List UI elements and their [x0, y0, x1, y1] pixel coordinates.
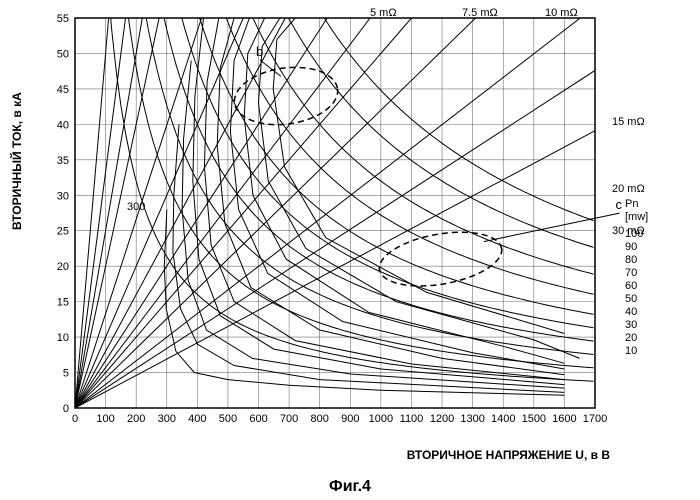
- svg-text:0: 0: [63, 403, 69, 415]
- power-legend-item: 20: [625, 332, 637, 344]
- svg-text:1600: 1600: [552, 413, 576, 425]
- svg-text:200: 200: [127, 413, 145, 425]
- x-axis-label: ВТОРИЧНОЕ НАПРЯЖЕНИЕ U, в В: [407, 448, 610, 462]
- svg-text:c: c: [616, 197, 623, 212]
- svg-text:800: 800: [311, 413, 329, 425]
- power-legend-item: 50: [625, 293, 637, 305]
- figure-caption: Фиг.4: [329, 478, 371, 496]
- power-legend-item: 80: [625, 254, 637, 266]
- svg-text:20 mΩ: 20 mΩ: [612, 183, 645, 195]
- svg-text:100: 100: [96, 413, 114, 425]
- svg-text:15: 15: [57, 297, 69, 309]
- svg-text:1500: 1500: [522, 413, 546, 425]
- svg-text:1200: 1200: [430, 413, 454, 425]
- svg-text:40: 40: [57, 119, 69, 131]
- svg-text:55: 55: [57, 13, 69, 25]
- svg-text:7.5 mΩ: 7.5 mΩ: [462, 7, 498, 19]
- power-legend-item: 60: [625, 280, 637, 292]
- svg-text:300: 300: [158, 413, 176, 425]
- svg-text:10: 10: [57, 332, 69, 344]
- svg-text:30: 30: [57, 190, 69, 202]
- svg-text:300: 300: [127, 201, 145, 213]
- power-legend-item: 90: [625, 241, 637, 253]
- svg-text:45: 45: [57, 84, 69, 96]
- svg-text:10 mΩ: 10 mΩ: [545, 7, 578, 19]
- power-legend-item: 70: [625, 267, 637, 279]
- y-axis-label: ВТОРИЧНЫЙ ТОК, в кА: [10, 92, 24, 230]
- svg-text:15 mΩ: 15 mΩ: [612, 116, 645, 128]
- svg-text:500: 500: [219, 413, 237, 425]
- power-legend-item: 10: [625, 345, 637, 357]
- svg-text:700: 700: [280, 413, 298, 425]
- svg-text:1100: 1100: [400, 413, 424, 425]
- svg-text:35: 35: [57, 155, 69, 167]
- chart-svg: 0100200300400500600700800900100011001200…: [0, 0, 700, 470]
- svg-text:1700: 1700: [583, 413, 607, 425]
- power-legend-item: 30: [625, 319, 637, 331]
- svg-text:1400: 1400: [491, 413, 515, 425]
- svg-text:20: 20: [57, 261, 69, 273]
- power-legend-item: 40: [625, 306, 637, 318]
- svg-text:1300: 1300: [460, 413, 484, 425]
- svg-text:50: 50: [57, 48, 69, 60]
- svg-text:25: 25: [57, 226, 69, 238]
- power-legend-item: 100: [625, 228, 643, 240]
- svg-text:5 mΩ: 5 mΩ: [370, 7, 397, 19]
- svg-text:5: 5: [63, 368, 69, 380]
- svg-text:600: 600: [249, 413, 267, 425]
- power-legend-item: Pn: [625, 198, 638, 210]
- figure-root: { "figure": { "caption": "Фиг.4", "xlabe…: [0, 0, 700, 500]
- svg-text:0: 0: [72, 413, 78, 425]
- svg-text:1000: 1000: [369, 413, 393, 425]
- power-legend-item: [mw]: [625, 211, 648, 223]
- svg-text:b: b: [256, 44, 263, 59]
- svg-text:400: 400: [188, 413, 206, 425]
- svg-text:900: 900: [341, 413, 359, 425]
